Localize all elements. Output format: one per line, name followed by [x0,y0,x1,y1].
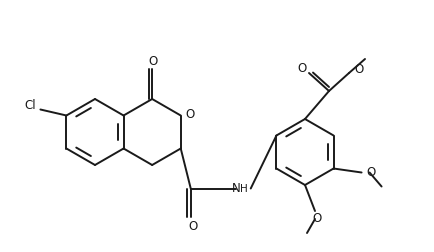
Text: O: O [297,61,307,74]
Text: O: O [312,212,322,225]
Text: O: O [188,219,197,232]
Text: O: O [354,62,363,75]
Text: O: O [148,54,158,67]
Text: O: O [185,108,194,120]
Text: N: N [232,181,241,194]
Text: Cl: Cl [25,99,36,112]
Text: O: O [367,165,376,178]
Text: H: H [240,183,248,193]
